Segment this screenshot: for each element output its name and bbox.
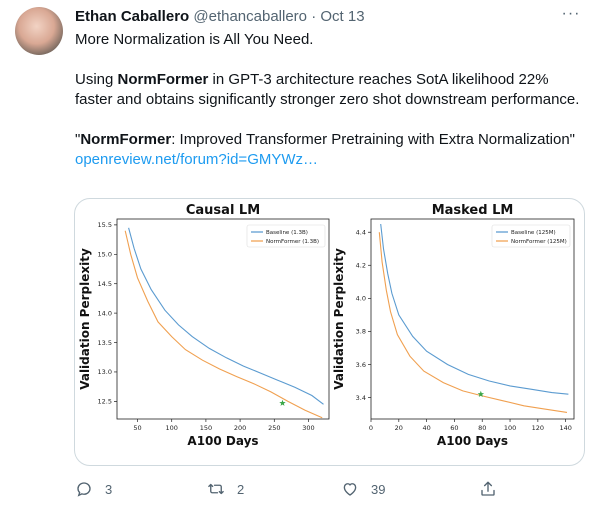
y-tick-label: 3.4	[356, 394, 366, 402]
x-tick-label: 40	[422, 424, 430, 432]
more-options-icon[interactable]: ···	[561, 5, 581, 22]
legend-label: NormFormer (1.3B)	[266, 239, 319, 245]
y-tick-label: 14.5	[98, 280, 112, 288]
y-tick-label: 15.0	[98, 251, 112, 259]
x-tick-label: 120	[532, 424, 544, 432]
quote-open: "	[75, 131, 81, 148]
x-tick-label: 20	[395, 424, 403, 432]
legend-box	[246, 224, 326, 248]
legend-label: Baseline (1.3B)	[266, 230, 308, 236]
crossover-star-marker	[477, 390, 485, 397]
chart-masked: Masked LM 0 20 40 60 80 100 120 140 3.4 3.6 3.8 4.0 4…	[332, 203, 575, 448]
quote-bold: NormFormer	[80, 131, 172, 148]
x-tick-label: 300	[302, 424, 314, 432]
series-line-normformer	[378, 232, 568, 413]
reply-button[interactable]: 3	[75, 478, 112, 500]
tweet-date[interactable]: Oct 13	[320, 8, 365, 25]
retweet-button[interactable]: 2	[207, 478, 244, 500]
separator-dot: ·	[311, 8, 317, 25]
retweet-count: 2	[237, 481, 245, 497]
y-tick-label: 4.4	[356, 229, 366, 237]
like-count: 39	[371, 481, 386, 497]
para2-pre: Using	[75, 71, 118, 88]
x-tick-label: 150	[200, 424, 212, 432]
x-axis-label: A100 Days	[437, 434, 508, 448]
reply-count: 3	[105, 481, 113, 497]
x-tick-label: 200	[234, 424, 246, 432]
y-tick-label: 14.0	[98, 309, 112, 317]
para2-post: in GPT-3 architecture reaches SotA likel…	[75, 71, 580, 108]
tweet-actions: 3 2 39	[75, 478, 580, 500]
legend-box	[491, 224, 571, 248]
avatar[interactable]	[15, 7, 63, 55]
x-tick-label: 100	[165, 424, 177, 432]
quote-rest: : Improved Transformer Pretraining with …	[171, 131, 575, 148]
y-tick-label: 3.6	[356, 361, 366, 369]
tweet-header: Ethan Caballero @ethancaballero · Oct 13	[75, 8, 365, 25]
y-tick-label: 4.2	[356, 262, 366, 270]
series-line-normformer	[124, 230, 323, 419]
retweet-icon	[208, 483, 224, 495]
y-axis-label: Validation Perplexity	[78, 248, 92, 390]
x-tick-label: 140	[559, 424, 571, 432]
x-axis-label: A100 Days	[187, 434, 258, 448]
share-icon	[481, 481, 495, 496]
like-button[interactable]: 39	[341, 478, 385, 500]
x-tick-label: 80	[478, 424, 486, 432]
crossover-star-marker	[279, 399, 286, 406]
plot-frame	[370, 218, 575, 420]
x-tick-label: 50	[133, 424, 141, 432]
x-tick-label: 60	[450, 424, 458, 432]
share-button[interactable]	[479, 478, 497, 500]
heart-icon	[343, 483, 357, 496]
y-tick-label: 12.5	[98, 398, 112, 406]
tweet-paragraph-2: Using NormFormer in GPT-3 architecture r…	[75, 70, 580, 110]
normformer-bold: NormFormer	[117, 71, 209, 88]
tweet-text: More Normalization is All You Need. Usin…	[75, 30, 580, 170]
chart-title: Causal LM	[186, 203, 260, 218]
tweet-quote: "NormFormer: Improved Transformer Pretra…	[75, 130, 580, 150]
x-tick-label: 250	[268, 424, 280, 432]
speech-bubble-icon	[77, 482, 91, 497]
series-line-baseline	[380, 223, 569, 395]
y-tick-label: 4.0	[356, 295, 366, 303]
tweet-media-image[interactable]: Causal LM 50 100 150 200 250 300 12.5 13.0 13.5 14…	[74, 198, 585, 466]
series-line-baseline	[128, 227, 324, 405]
legend-label: NormFormer (125M)	[511, 239, 567, 245]
legend-label: Baseline (125M)	[511, 230, 556, 236]
x-tick-label: 0	[369, 424, 373, 432]
plot-frame	[116, 218, 330, 420]
tweet-line-1: More Normalization is All You Need.	[75, 31, 314, 48]
y-tick-label: 3.8	[356, 328, 366, 336]
openreview-link[interactable]: openreview.net/forum?id=GMYWz…	[75, 151, 319, 168]
y-tick-label: 15.5	[98, 221, 112, 229]
chart-title: Masked LM	[432, 203, 514, 218]
y-tick-label: 13.0	[98, 368, 112, 376]
author-name[interactable]: Ethan Caballero	[75, 8, 190, 25]
x-tick-label: 100	[504, 424, 516, 432]
chart-causal: Causal LM 50 100 150 200 250 300 12.5 13.0 13.5 14…	[78, 203, 330, 448]
y-axis-label: Validation Perplexity	[332, 248, 346, 390]
y-tick-label: 13.5	[98, 339, 112, 347]
author-handle[interactable]: @ethancaballero	[193, 8, 308, 25]
